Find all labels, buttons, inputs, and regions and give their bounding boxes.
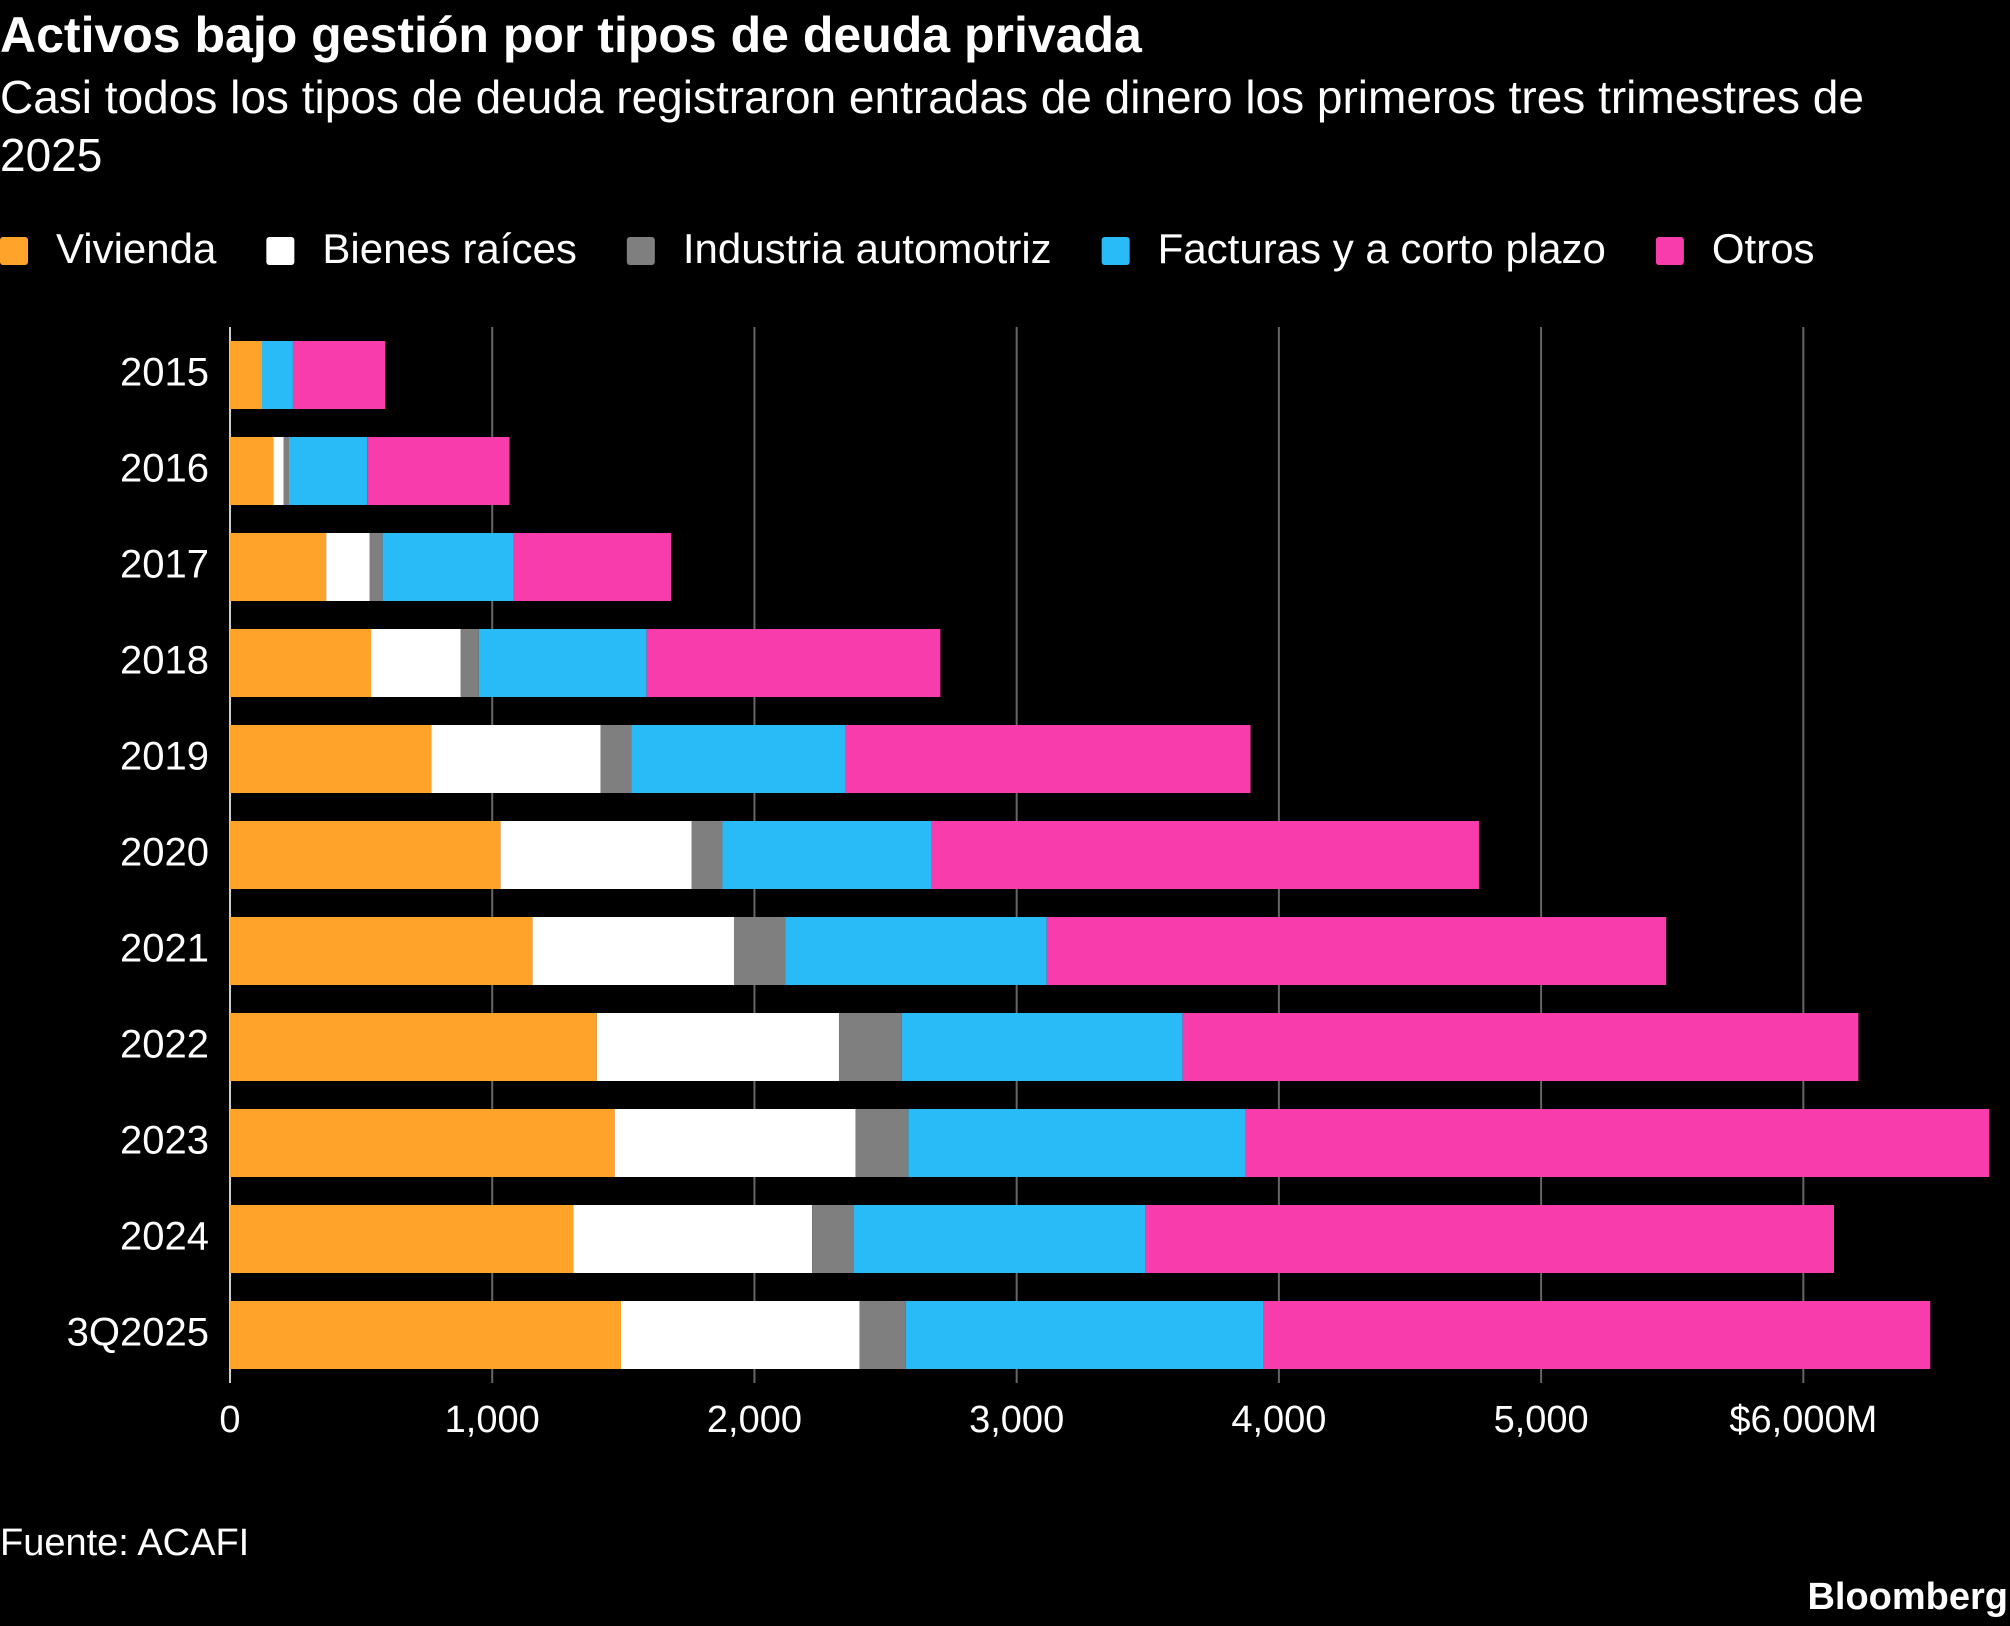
bar-segment <box>292 341 386 409</box>
bar-segment <box>908 1109 1246 1177</box>
y-tick-label: 3Q2025 <box>67 1311 209 1355</box>
bar-segment <box>230 341 262 409</box>
bar-segment <box>230 1301 621 1369</box>
bar-segment <box>261 341 293 409</box>
bar-segment <box>573 1205 813 1273</box>
bar-segment <box>1182 1013 1859 1081</box>
x-tick-label: $6,000M <box>1729 1399 1877 1441</box>
x-tick-label: 2,000 <box>707 1399 802 1441</box>
y-tick-label: 2018 <box>120 639 209 683</box>
bar-segment <box>931 821 1479 889</box>
bar-segment <box>326 533 370 601</box>
legend-label: Facturas y a corto plazo <box>1158 225 1606 272</box>
legend-swatch <box>1655 237 1684 265</box>
bar-segment <box>646 629 941 697</box>
source: Fuente: ACAFI <box>0 1522 249 1564</box>
bar-segment <box>1046 917 1667 985</box>
legend-label: Otros <box>1712 225 1815 272</box>
legend-swatch <box>626 237 655 265</box>
y-tick-label: 2017 <box>120 543 209 587</box>
bar-segment <box>460 629 479 697</box>
bar-segment <box>596 1013 840 1081</box>
bar-segment <box>289 437 368 505</box>
x-tick-label: 1,000 <box>445 1399 540 1441</box>
bar-segment <box>382 533 514 601</box>
bar-segment <box>620 1301 860 1369</box>
bar-segment <box>431 725 601 793</box>
bar-segment <box>839 1013 902 1081</box>
bar-segment <box>369 533 383 601</box>
y-tick-label: 2019 <box>120 735 209 779</box>
bar-segment <box>853 1205 1146 1273</box>
bar-segment <box>230 1013 597 1081</box>
bar-segment <box>478 629 647 697</box>
legend-swatch <box>1101 237 1130 265</box>
bar-segment <box>230 917 533 985</box>
bar-segment <box>273 437 284 505</box>
legend-label: Vivienda <box>56 225 217 272</box>
bar-segment <box>230 437 274 505</box>
bar-segment <box>785 917 1047 985</box>
bar-segment <box>230 1109 615 1177</box>
bar-segment <box>901 1013 1183 1081</box>
bar-segment <box>230 821 501 889</box>
bar-segment <box>722 821 932 889</box>
brand: Bloomberg <box>1807 1576 2008 1618</box>
y-tick-label: 2024 <box>120 1215 209 1259</box>
bar-segment <box>614 1109 856 1177</box>
y-tick-label: 2022 <box>120 1023 209 1067</box>
chart-title: Activos bajo gestión por tipos de deuda … <box>0 7 1142 63</box>
bar-segment <box>230 533 327 601</box>
bar-segment <box>513 533 672 601</box>
bar-segment <box>367 437 510 505</box>
x-tick-label: 0 <box>219 1399 240 1441</box>
bar-segment <box>283 437 289 505</box>
legend-swatch <box>266 237 295 265</box>
legend-swatch <box>0 237 28 265</box>
bar-segment <box>733 917 786 985</box>
bar-segment <box>532 917 734 985</box>
bar-segment <box>1263 1301 1931 1369</box>
bar-segment <box>230 725 432 793</box>
bar-segment <box>230 629 372 697</box>
y-tick-label: 2023 <box>120 1119 209 1163</box>
bar-segment <box>600 725 632 793</box>
bar-segment <box>812 1205 854 1273</box>
legend-label: Bienes raíces <box>322 225 576 272</box>
y-tick-label: 2020 <box>120 831 209 875</box>
bar-segment <box>691 821 723 889</box>
y-tick-label: 2021 <box>120 927 209 971</box>
chart-subtitle: Casi todos los tipos de deuda registraro… <box>0 71 1864 181</box>
bar-segment <box>855 1109 909 1177</box>
bar-segment <box>859 1301 906 1369</box>
y-tick-label: 2015 <box>120 351 209 395</box>
bar-segment <box>905 1301 1264 1369</box>
bar-segment <box>500 821 692 889</box>
bar-segment <box>230 1205 574 1273</box>
x-tick-label: 5,000 <box>1494 1399 1589 1441</box>
bar-segment <box>845 725 1251 793</box>
legend-label: Industria automotriz <box>683 225 1052 272</box>
x-tick-label: 4,000 <box>1231 1399 1326 1441</box>
bar-segment <box>1245 1109 1990 1177</box>
bar-segment <box>371 629 461 697</box>
bar-segment <box>631 725 846 793</box>
y-tick-label: 2016 <box>120 447 209 491</box>
bar-segment <box>1145 1205 1835 1273</box>
x-tick-label: 3,000 <box>969 1399 1064 1441</box>
